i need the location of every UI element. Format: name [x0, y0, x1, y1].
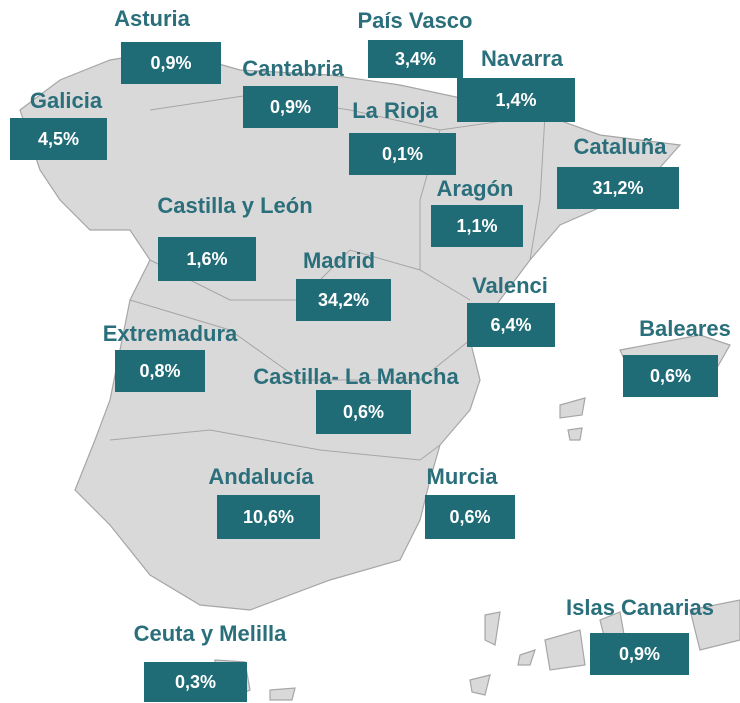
region-name: Aragón — [437, 176, 514, 201]
region-name: Extremadura — [103, 321, 238, 346]
region-value: 3,4% — [395, 49, 436, 69]
value-box — [349, 133, 456, 175]
value-box — [590, 633, 689, 675]
value-box — [316, 390, 411, 434]
region-borders — [109, 94, 546, 461]
region-name: La Rioja — [352, 98, 438, 123]
value-box — [623, 355, 718, 397]
region-value: 34,2% — [318, 290, 369, 310]
region-value: 1,4% — [495, 90, 536, 110]
region-value: 0,3% — [175, 672, 216, 692]
value-box — [368, 40, 463, 78]
value-box — [296, 279, 391, 321]
region-name: Galicia — [30, 88, 103, 113]
region-name: Cantabria — [242, 56, 344, 81]
value-box — [425, 495, 515, 539]
region-name: País Vasco — [358, 8, 473, 33]
value-box — [457, 78, 575, 122]
region-name: Castilla- La Mancha — [253, 364, 459, 389]
region-value: 0,9% — [619, 644, 660, 664]
value-box — [243, 86, 338, 128]
region-name: Asturia — [114, 6, 191, 31]
region-value: 0,6% — [650, 366, 691, 386]
region-name: Castilla y León — [157, 193, 312, 218]
value-box — [467, 303, 555, 347]
region-name: Cataluña — [574, 134, 668, 159]
value-box — [115, 350, 205, 392]
peninsula — [19, 49, 682, 611]
region-name: Murcia — [427, 464, 499, 489]
region-name: Valenci — [472, 273, 548, 298]
region-name: Navarra — [481, 46, 564, 71]
value-box — [431, 205, 523, 247]
value-box — [158, 237, 256, 281]
value-box — [557, 167, 679, 209]
region-value: 6,4% — [490, 315, 531, 335]
region-value: 31,2% — [592, 178, 643, 198]
region-labels: Asturia 0,9% País Vasco 3,4% Cantabria 0,9% Na… — [10, 6, 731, 702]
region-value: 1,1% — [456, 216, 497, 236]
region-value: 1,6% — [186, 249, 227, 269]
value-box — [10, 118, 107, 160]
region-value: 0,9% — [270, 97, 311, 117]
region-value: 0,6% — [343, 402, 384, 422]
region-value: 0,8% — [139, 361, 180, 381]
value-box — [121, 42, 221, 84]
value-box — [144, 662, 247, 702]
region-value: 0,6% — [449, 507, 490, 527]
region-value: 0,9% — [150, 53, 191, 73]
region-name: Islas Canarias — [566, 595, 714, 620]
region-name: Ceuta y Melilla — [134, 621, 288, 646]
region-name: Andalucía — [208, 464, 314, 489]
region-name: Baleares — [639, 316, 731, 341]
value-box — [217, 495, 320, 539]
region-name: Madrid — [303, 248, 375, 273]
region-value: 10,6% — [243, 507, 294, 527]
region-value: 4,5% — [38, 129, 79, 149]
region-value: 0,1% — [382, 144, 423, 164]
